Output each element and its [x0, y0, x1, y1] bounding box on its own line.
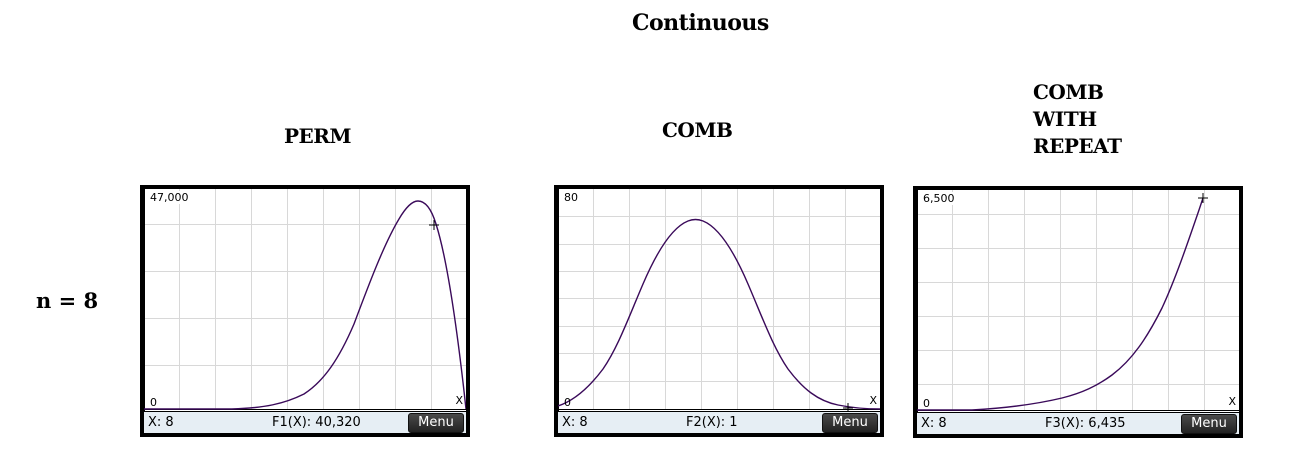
y-min-label: 0: [923, 397, 930, 410]
x-axis-label: X: [1228, 395, 1236, 408]
status-bar: X: 8 F3(X): 6,435 Menu: [917, 412, 1239, 434]
cursor-f-value: F3(X): 6,435: [1045, 416, 1126, 431]
cursor-x-value: X: 8: [562, 415, 588, 430]
column-label-line: COMB: [662, 118, 733, 142]
y-max-label: 47,000: [150, 191, 189, 204]
cursor-crosshair-icon: [843, 403, 853, 411]
cursor-crosshair-icon: [1198, 193, 1208, 203]
curve-f3: [917, 197, 1204, 411]
plot-area[interactable]: [917, 190, 1239, 412]
status-bar: X: 8 F2(X): 1 Menu: [558, 411, 880, 433]
y-min-label: 0: [564, 396, 571, 409]
cursor-x-value: X: 8: [148, 415, 174, 430]
column-label-comb: COMB: [662, 117, 733, 144]
grid: [144, 189, 466, 409]
curve-f1: [144, 200, 466, 410]
y-min-label: 0: [150, 396, 157, 409]
menu-button[interactable]: Menu: [1181, 414, 1237, 434]
y-max-label: 6,500: [923, 192, 955, 205]
menu-button[interactable]: Menu: [408, 413, 464, 433]
column-label-line: PERM: [284, 124, 352, 148]
cursor-f-value: F2(X): 1: [686, 415, 738, 430]
column-label-line: WITH: [1033, 107, 1097, 131]
curve-f2: [558, 218, 880, 410]
cursor-x-value: X: 8: [921, 416, 947, 431]
row-label-n: n = 8: [36, 288, 99, 313]
column-label-perm: PERM: [284, 123, 352, 150]
column-label-line: REPEAT: [1033, 134, 1122, 158]
x-axis-label: X: [455, 394, 463, 407]
calculator-screen-comb-with-repeat: 6,500 0 X X: 8 F3(X): 6,435 Menu: [913, 186, 1243, 438]
grid: [558, 189, 880, 409]
menu-button[interactable]: Menu: [822, 413, 878, 433]
cursor-f-value: F1(X): 40,320: [272, 415, 361, 430]
y-max-label: 80: [564, 191, 578, 204]
calculator-screen-perm: 47,000 0 X X: 8 F1(X): 40,320 Menu: [140, 185, 470, 437]
column-label-line: COMB: [1033, 80, 1104, 104]
x-axis-label: X: [869, 394, 877, 407]
calculator-screen-comb: 80 0 X X: 8 F2(X): 1 Menu: [554, 185, 884, 437]
plot-area[interactable]: [558, 189, 880, 411]
cursor-crosshair-icon: [429, 220, 439, 230]
grid: [917, 190, 1239, 410]
plot-area[interactable]: [144, 189, 466, 411]
status-bar: X: 8 F1(X): 40,320 Menu: [144, 411, 466, 433]
page-title: Continuous: [632, 10, 769, 36]
column-label-comb-with-repeat: COMB WITH REPEAT: [1033, 79, 1122, 160]
